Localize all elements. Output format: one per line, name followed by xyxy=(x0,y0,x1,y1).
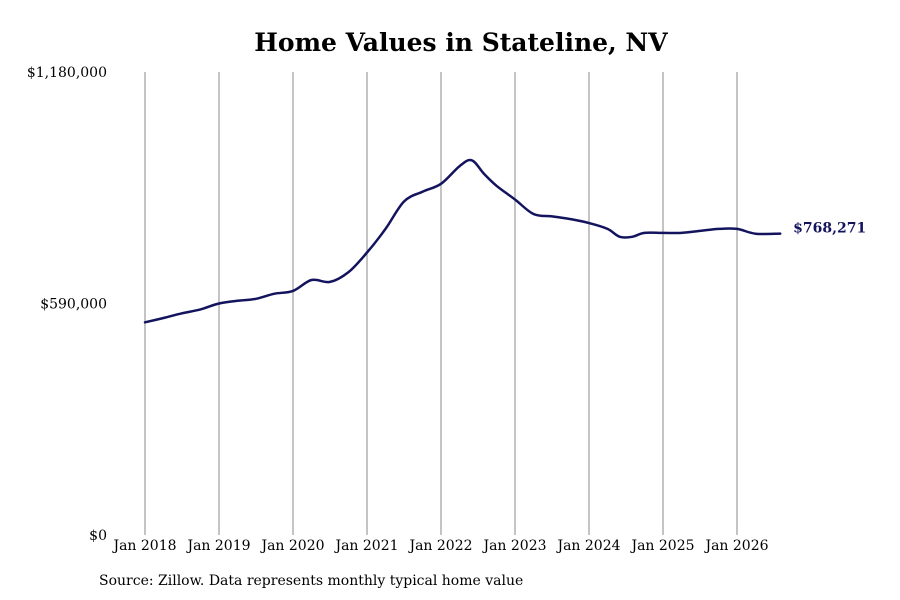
gridlines xyxy=(144,72,738,535)
x-tick-label: Jan 2019 xyxy=(185,538,250,554)
x-tick-label: Jan 2025 xyxy=(629,538,694,554)
y-tick-label: $1,180,000 xyxy=(27,65,107,81)
x-tick-labels: Jan 2018 Jan 2019 Jan 2020 Jan 2021 Jan 2022… xyxy=(111,538,768,554)
end-value-label: $768,271 xyxy=(793,221,866,237)
x-tick-label: Jan 2020 xyxy=(259,538,324,554)
source-note: Source: Zillow. Data represents monthly … xyxy=(99,573,524,589)
x-tick-label: Jan 2021 xyxy=(333,538,398,554)
x-tick-label: Jan 2022 xyxy=(407,538,472,554)
x-tick-label: Jan 2024 xyxy=(555,538,620,554)
series-line xyxy=(143,158,782,324)
y-tick-labels: $0 $590,000 $1,180,000 xyxy=(27,65,107,544)
y-tick-label: $590,000 xyxy=(40,297,107,313)
x-tick-label: Jan 2026 xyxy=(703,538,768,554)
chart-title: Home Values in Stateline, NV xyxy=(254,28,668,57)
y-tick-label: $0 xyxy=(89,528,107,544)
x-tick-label: Jan 2018 xyxy=(111,538,176,554)
x-tick-label: Jan 2023 xyxy=(481,538,546,554)
